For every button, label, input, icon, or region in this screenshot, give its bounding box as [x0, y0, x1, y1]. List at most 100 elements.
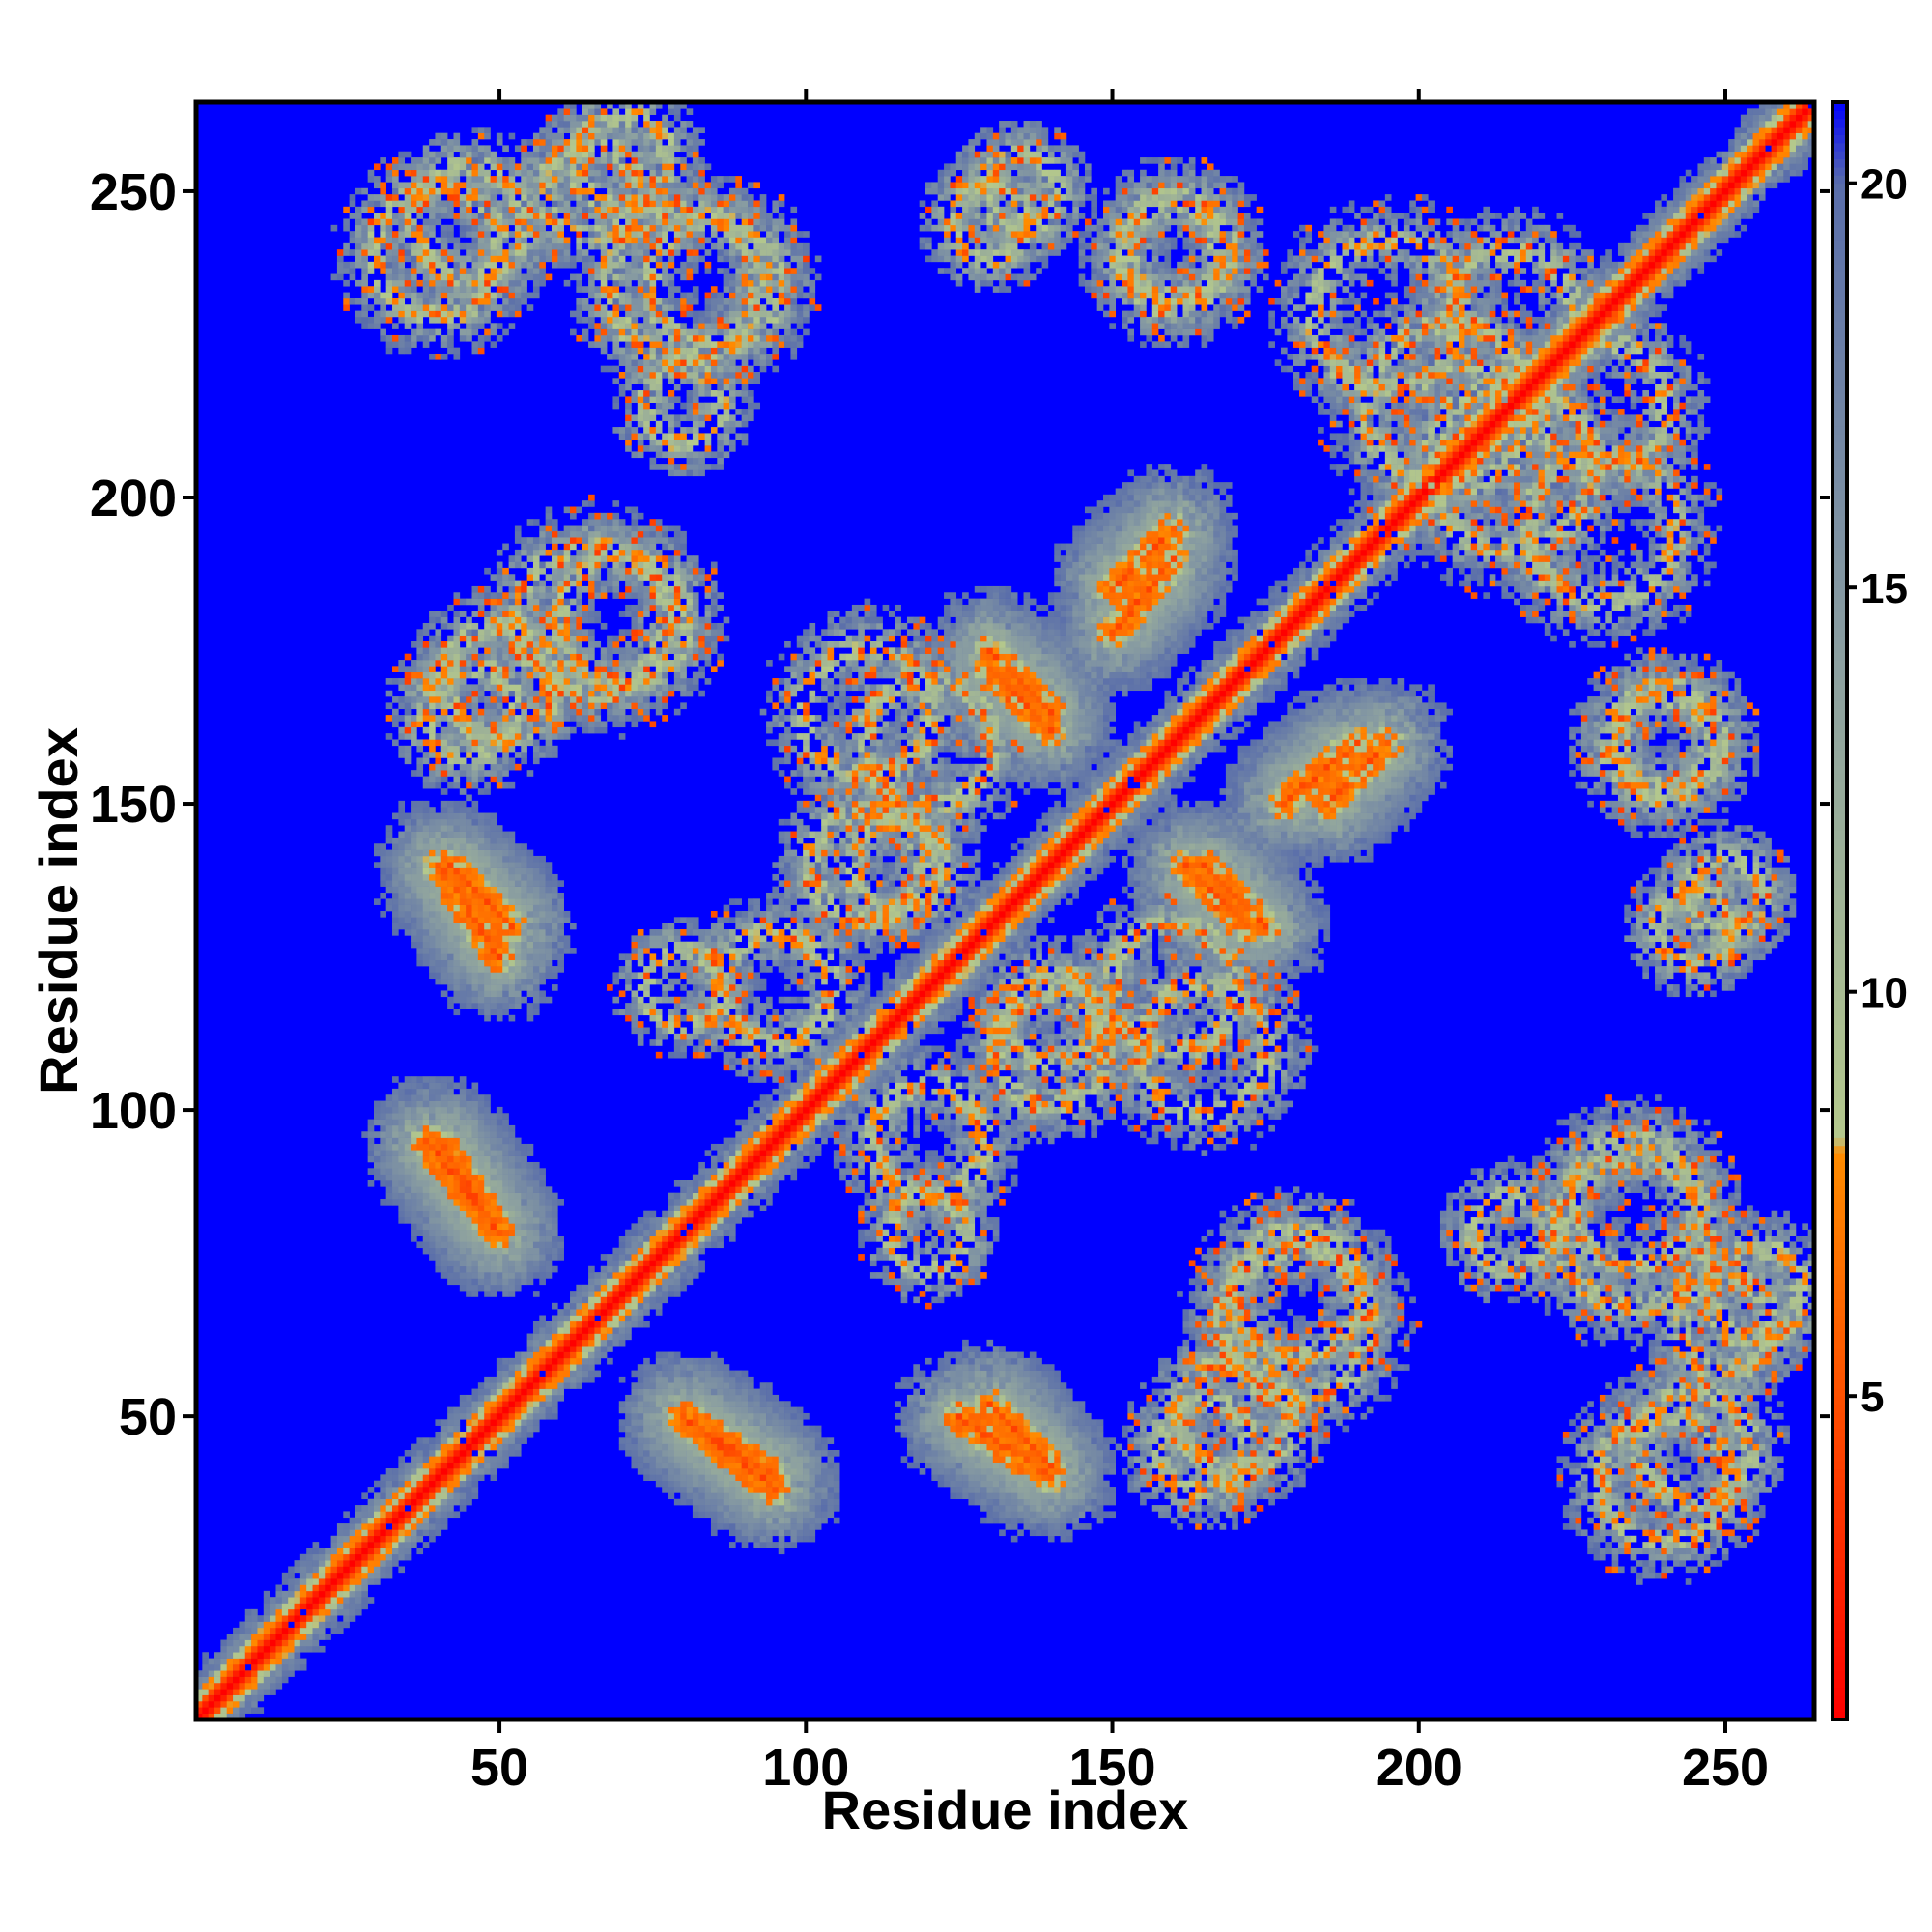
heatmap-cell [582, 121, 589, 128]
heatmap-cell [405, 1186, 412, 1193]
heatmap-cell [497, 1382, 503, 1389]
heatmap-cell [306, 1615, 313, 1622]
heatmap-cell [441, 1499, 448, 1506]
heatmap-cell [515, 274, 522, 281]
heatmap-cell [588, 605, 595, 611]
heatmap-cell [398, 807, 405, 813]
heatmap-cell [509, 323, 516, 329]
heatmap-cell [527, 274, 534, 281]
heatmap-cell [441, 893, 448, 899]
heatmap-cell [546, 898, 553, 905]
heatmap-cell [386, 880, 393, 887]
heatmap-cell [502, 1144, 509, 1151]
heatmap-cell [594, 568, 601, 575]
heatmap-cell [533, 555, 540, 562]
heatmap-cell [576, 231, 582, 238]
heatmap-cell [423, 1450, 430, 1457]
heatmap-cell [355, 1597, 362, 1604]
heatmap-cell [491, 905, 497, 912]
heatmap-cell [435, 1175, 441, 1181]
heatmap-cell [552, 1334, 558, 1341]
heatmap-cell [245, 1670, 252, 1677]
heatmap-cell [491, 654, 497, 661]
heatmap-cell [264, 1689, 270, 1695]
heatmap-cell [392, 1094, 399, 1101]
heatmap-cell [527, 1217, 534, 1224]
heatmap-cell [515, 145, 522, 152]
heatmap-cell [546, 1272, 553, 1279]
heatmap-cell [460, 893, 467, 899]
heatmap-cell [502, 1285, 509, 1292]
heatmap-cell [405, 1542, 412, 1548]
heatmap-cell [509, 684, 516, 691]
heatmap-cell [607, 1296, 613, 1303]
heatmap-cell [411, 1199, 417, 1206]
heatmap-cell [607, 702, 613, 709]
heatmap-cell [466, 274, 472, 281]
heatmap-cell [552, 555, 558, 562]
heatmap-cell [564, 672, 571, 679]
heatmap-cell [453, 213, 460, 219]
heatmap-cell [497, 1278, 503, 1285]
heatmap-cell [429, 1180, 436, 1187]
heatmap-cell [288, 1585, 295, 1592]
heatmap-cell [478, 1407, 485, 1414]
heatmap-cell [405, 1536, 412, 1543]
heatmap-cell [576, 298, 582, 305]
heatmap-cell [429, 1089, 436, 1095]
heatmap-cell [527, 256, 534, 263]
heatmap-cell [533, 887, 540, 894]
heatmap-cell [423, 1463, 430, 1469]
heatmap-cell [502, 1278, 509, 1285]
heatmap-cell [306, 1640, 313, 1647]
heatmap-cell [576, 654, 582, 661]
heatmap-cell [502, 850, 509, 857]
heatmap-cell [355, 1518, 362, 1524]
heatmap-cell [533, 917, 540, 923]
heatmap-cell [497, 139, 503, 146]
heatmap-cell [257, 1689, 264, 1695]
heatmap-cell [491, 176, 497, 183]
heatmap-cell [411, 1463, 417, 1469]
heatmap-cell [343, 1573, 350, 1579]
heatmap-cell [557, 145, 564, 152]
heatmap-cell [502, 1432, 509, 1438]
heatmap-cell [533, 660, 540, 667]
heatmap-cell [350, 1585, 356, 1592]
heatmap-cell [552, 581, 558, 587]
heatmap-cell [460, 898, 467, 905]
heatmap-cell [491, 1131, 497, 1138]
heatmap-cell [515, 733, 522, 740]
heatmap-cell [509, 133, 516, 140]
heatmap-cell [546, 623, 553, 630]
heatmap-cell [533, 213, 540, 219]
heatmap-cell [601, 1254, 608, 1261]
heatmap-cell [429, 1094, 436, 1101]
heatmap-cell [612, 592, 619, 599]
heatmap-cell [491, 1419, 497, 1426]
heatmap-cell [466, 1113, 472, 1120]
heatmap-cell [539, 629, 546, 636]
heatmap-cell [497, 654, 503, 661]
heatmap-cell [392, 274, 399, 281]
heatmap-cell [220, 1646, 227, 1653]
heatmap-cell [612, 1266, 619, 1273]
heatmap-cell [220, 1659, 227, 1665]
heatmap-cell [607, 691, 613, 697]
heatmap-cell [502, 654, 509, 661]
heatmap-cell [576, 568, 582, 575]
heatmap-cell [612, 709, 619, 716]
heatmap-cell [435, 696, 441, 703]
heatmap-cell [257, 1615, 264, 1622]
heatmap-cell [453, 1236, 460, 1242]
heatmap-cell [570, 581, 577, 587]
heatmap-cell [447, 856, 454, 863]
heatmap-cell [478, 1419, 485, 1426]
heatmap-cell [355, 1585, 362, 1592]
heatmap-cell [546, 139, 553, 146]
heatmap-cell [576, 335, 582, 342]
heatmap-cell [509, 1450, 516, 1457]
heatmap-cell [491, 990, 497, 997]
heatmap-cell [515, 304, 522, 311]
heatmap-cell [564, 537, 571, 544]
